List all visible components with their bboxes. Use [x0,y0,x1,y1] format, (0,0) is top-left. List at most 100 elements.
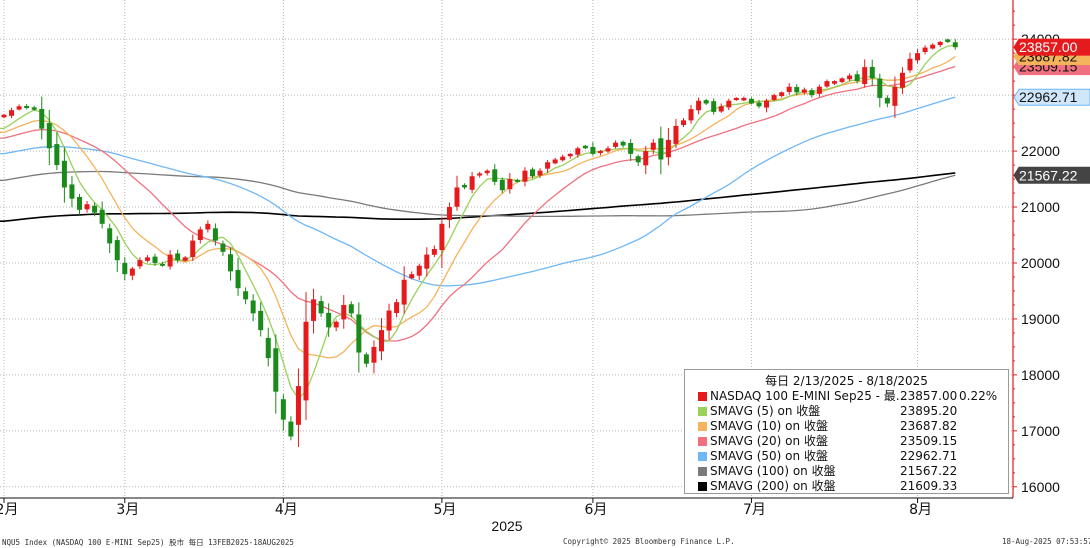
legend-row-sma20: SMAVG (20) on 收盤 23509.15 [685,434,1008,449]
candle-body [514,179,520,182]
candle-body [907,58,913,71]
y-tick-label: 16000 [1021,479,1060,495]
price-tag-box [1013,88,1090,106]
candle-body [401,279,407,305]
legend-label: SMAVG (100) on 收盤 [710,464,836,478]
x-tick-label: 8月 [909,502,932,518]
candle-body [673,125,679,144]
legend-swatch [698,422,707,431]
legend-swatch [698,482,707,491]
candle-body [748,98,754,104]
legend-swatch [698,437,707,446]
candle-body [318,301,324,314]
candle-body [303,321,309,401]
candle-body [175,253,181,261]
candle-body [205,223,211,230]
x-year-label: 2025 [491,518,522,534]
footer-copyright: Copyright© 2025 Bloomberg Finance L.P. [563,537,735,546]
candle-body [658,138,664,160]
candle-body [613,142,619,147]
price-tag-box [1013,38,1090,56]
candle-body [265,337,271,359]
candle-body [77,196,82,210]
price-tag-label: 23857.00 [1019,39,1078,55]
candle-body [288,421,294,437]
sma-50-line [0,96,956,287]
y-tick-label: 18000 [1021,367,1060,383]
candle-body [862,67,868,85]
candle-body [635,156,641,163]
candle-body [114,240,120,261]
y-tick-label: 20000 [1021,255,1060,271]
candle-body [439,223,445,251]
candle-body [24,106,30,108]
candle-body [371,346,377,363]
candle-body [771,95,777,100]
candle-body [530,169,535,177]
candle-body [477,173,483,176]
candle-body [884,97,890,104]
candle-body [786,86,792,92]
legend-label: NASDAQ 100 E-MINI Sep25 - 最... [710,389,908,403]
candle-body [416,265,422,276]
candle-body [801,89,807,93]
candle-body [46,123,52,149]
candle-body [462,184,468,188]
legend-value: 23687.82 [900,419,958,433]
candle-body [212,228,218,241]
candle-body [499,179,505,191]
candle-body [61,160,67,188]
chart-legend: 每日 2/13/2025 - 8/18/2025 NASDAQ 100 E-MI… [684,369,1009,494]
candle-body [643,151,649,166]
candle-body [681,120,686,126]
candle-body [915,53,921,61]
sma-10-line [0,56,956,359]
legend-label: SMAVG (20) on 收盤 [710,434,828,448]
candle-body [190,240,196,258]
legend-swatch [698,452,707,461]
legend-title: 每日 2/13/2025 - 8/18/2025 [765,374,928,388]
legend-swatch [698,392,707,401]
x-tick-label: 7月 [743,502,766,518]
candle-body [869,66,875,79]
candle-body [99,209,105,224]
candle-body [280,399,286,420]
y-tick-label: 21000 [1021,199,1060,215]
candle-body [1,114,7,118]
candle-body [492,169,498,182]
footer-timestamp: 18-Aug-2025 07:53:57 [1002,537,1090,546]
candle-body [688,109,694,121]
candle-body [182,257,188,261]
candle-body [718,106,724,112]
legend-row-sma50: SMAVG (50) on 收盤 22962.71 [685,449,1008,464]
x-tick-label: 3月 [116,502,139,518]
candle-body [779,92,785,97]
legend-label: SMAVG (5) on 收盤 [710,404,821,418]
legend-label: SMAVG (200) on 收盤 [710,479,836,493]
sma-20-line [0,65,956,342]
candle-body [197,229,203,241]
candle-body [816,86,822,94]
candle-body [341,304,347,320]
candle-body [952,42,958,48]
legend-value: 23509.15 [900,434,958,448]
candle-body [295,386,301,425]
candle-body [756,102,762,107]
x-tick-label: 6月 [584,502,607,518]
candle-body [326,312,332,328]
sma-200-line [0,172,956,222]
candle-body [794,87,800,93]
legend-label: SMAVG (10) on 收盤 [710,419,828,433]
legend-value: 22962.71 [900,449,958,463]
candle-body [122,262,128,275]
y-tick-label: 19000 [1021,311,1060,327]
candle-body [537,170,543,176]
x-tick-label: 2月 [0,502,18,518]
candle-body [937,41,943,46]
candle-body [582,145,588,149]
candle-body [703,100,709,104]
legend-label: SMAVG (50) on 收盤 [710,449,828,463]
candle-body [379,330,384,352]
candle-body [575,148,581,155]
